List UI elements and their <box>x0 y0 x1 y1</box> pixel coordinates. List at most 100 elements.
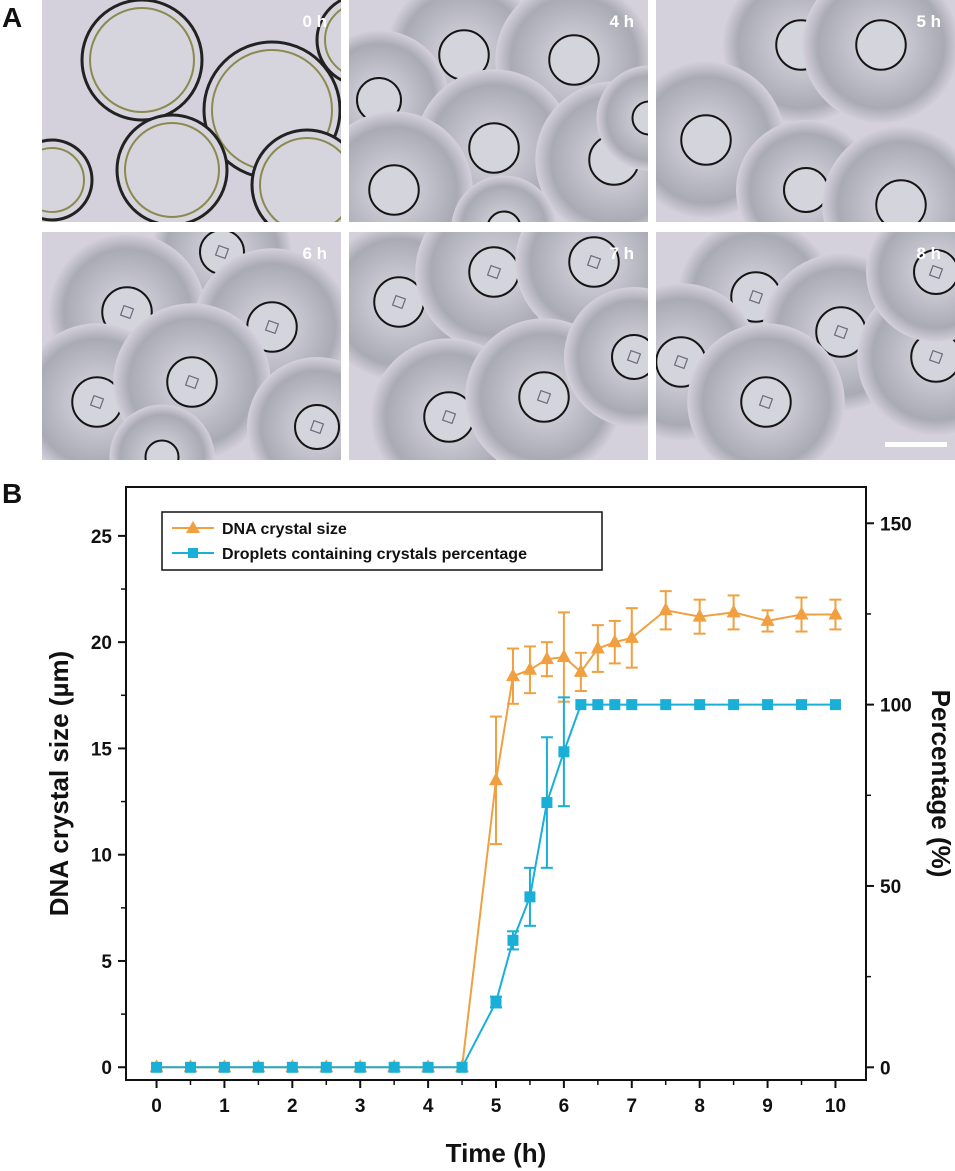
data-point-square <box>354 1061 366 1073</box>
legend-square-marker <box>188 548 198 558</box>
time-label: 0 h <box>302 12 327 31</box>
droplet-rim <box>42 147 85 213</box>
data-point-triangle <box>590 640 605 654</box>
y-right-tick-label: 50 <box>880 877 901 898</box>
droplet-core <box>631 100 648 136</box>
series-crystal-size <box>149 590 843 1073</box>
droplet-core <box>368 164 420 216</box>
droplet-core <box>548 34 600 86</box>
droplet-core <box>855 19 907 71</box>
data-point-triangle <box>828 606 843 620</box>
data-point-triangle <box>183 1059 198 1073</box>
y-left-axis-title: DNA crystal size (µm) <box>44 651 74 916</box>
y-right-tick-label: 100 <box>880 696 912 717</box>
droplet-core <box>568 236 620 288</box>
droplet-core <box>468 122 520 174</box>
time-label: 7 h <box>609 244 634 263</box>
y-right-axis-title: Percentage (%) <box>926 690 955 878</box>
data-point-triangle <box>760 612 775 626</box>
micrograph-tile: 0 h <box>42 0 341 222</box>
data-point-square <box>694 699 706 711</box>
data-point-triangle <box>285 1059 300 1073</box>
data-point-square <box>184 1061 196 1073</box>
data-point-triangle <box>455 1059 470 1073</box>
droplet-core <box>294 404 340 450</box>
data-point-triangle <box>522 661 537 675</box>
dna-crystal <box>626 349 642 365</box>
dna-crystal <box>928 349 944 365</box>
droplet-halo <box>596 65 648 171</box>
dna-crystal <box>586 254 602 270</box>
data-point-square <box>762 699 774 711</box>
panel-b-label: B <box>2 478 23 509</box>
data-point-square <box>796 699 808 711</box>
dna-crystal <box>758 394 774 410</box>
micrograph-tile: 4 h <box>349 0 648 222</box>
time-label: 4 h <box>609 12 634 31</box>
data-point-square <box>541 797 553 809</box>
droplet-core <box>875 179 927 222</box>
data-point-square <box>422 1061 434 1073</box>
droplet-core <box>487 210 521 222</box>
time-label: 5 h <box>916 12 941 31</box>
panel-a-label: A <box>2 2 23 33</box>
dna-crystal <box>748 289 764 305</box>
dna-crystal <box>214 244 230 260</box>
dna-crystal <box>309 419 325 435</box>
legend-box <box>161 511 603 571</box>
data-point-triangle <box>489 772 503 786</box>
y-left-tick-label: 0 <box>101 1058 112 1079</box>
data-point-square <box>151 1061 163 1073</box>
data-point-square <box>490 996 502 1008</box>
data-point-triangle <box>421 1059 436 1073</box>
dna-crystal <box>673 354 689 370</box>
dna-crystal <box>184 374 200 390</box>
data-point-square <box>829 699 841 711</box>
droplet-core <box>468 246 520 298</box>
droplet-rim <box>259 137 341 222</box>
droplet <box>42 138 94 222</box>
droplet-core <box>144 439 180 460</box>
micrograph-tile: 8 h <box>656 232 955 460</box>
dna-crystal <box>264 319 280 335</box>
droplet-halo <box>564 287 648 427</box>
dna-crystal <box>391 294 407 310</box>
series-line <box>156 609 836 1069</box>
droplet-core <box>680 114 732 166</box>
data-point-triangle <box>794 606 809 620</box>
data-point-triangle <box>573 663 588 677</box>
data-point-square <box>456 1061 468 1073</box>
scale-bar <box>885 442 947 447</box>
x-tick-label: 5 <box>491 1096 502 1117</box>
data-point-square <box>507 934 519 946</box>
data-point-triangle <box>149 1059 164 1073</box>
x-tick-label: 8 <box>694 1096 705 1117</box>
droplet-rim <box>89 7 195 113</box>
dna-crystal <box>928 264 944 280</box>
data-point-square <box>252 1061 264 1073</box>
droplet-core <box>913 249 955 295</box>
data-point-square <box>660 699 672 711</box>
data-point-triangle <box>353 1059 368 1073</box>
x-tick-label: 1 <box>219 1096 230 1117</box>
data-point-triangle <box>726 604 741 618</box>
time-label: 6 h <box>302 244 327 263</box>
series-line <box>156 703 836 1069</box>
data-point-square <box>626 699 638 711</box>
y-left-tick-label: 15 <box>91 739 113 760</box>
data-point-square <box>388 1061 400 1073</box>
data-point-triangle <box>505 668 520 682</box>
data-point-triangle <box>658 602 673 616</box>
data-point-square <box>218 1061 230 1073</box>
y-left-tick-label: 25 <box>91 527 113 548</box>
droplet <box>250 128 341 222</box>
data-point-triangle <box>387 1059 402 1073</box>
data-point-square <box>320 1061 332 1073</box>
data-point-triangle <box>319 1059 334 1073</box>
x-tick-label: 0 <box>151 1096 162 1117</box>
x-tick-label: 10 <box>825 1096 846 1117</box>
droplet-rim <box>124 122 220 218</box>
droplet-halo <box>451 175 557 222</box>
droplet-core <box>740 376 792 428</box>
data-point-triangle <box>556 649 571 663</box>
